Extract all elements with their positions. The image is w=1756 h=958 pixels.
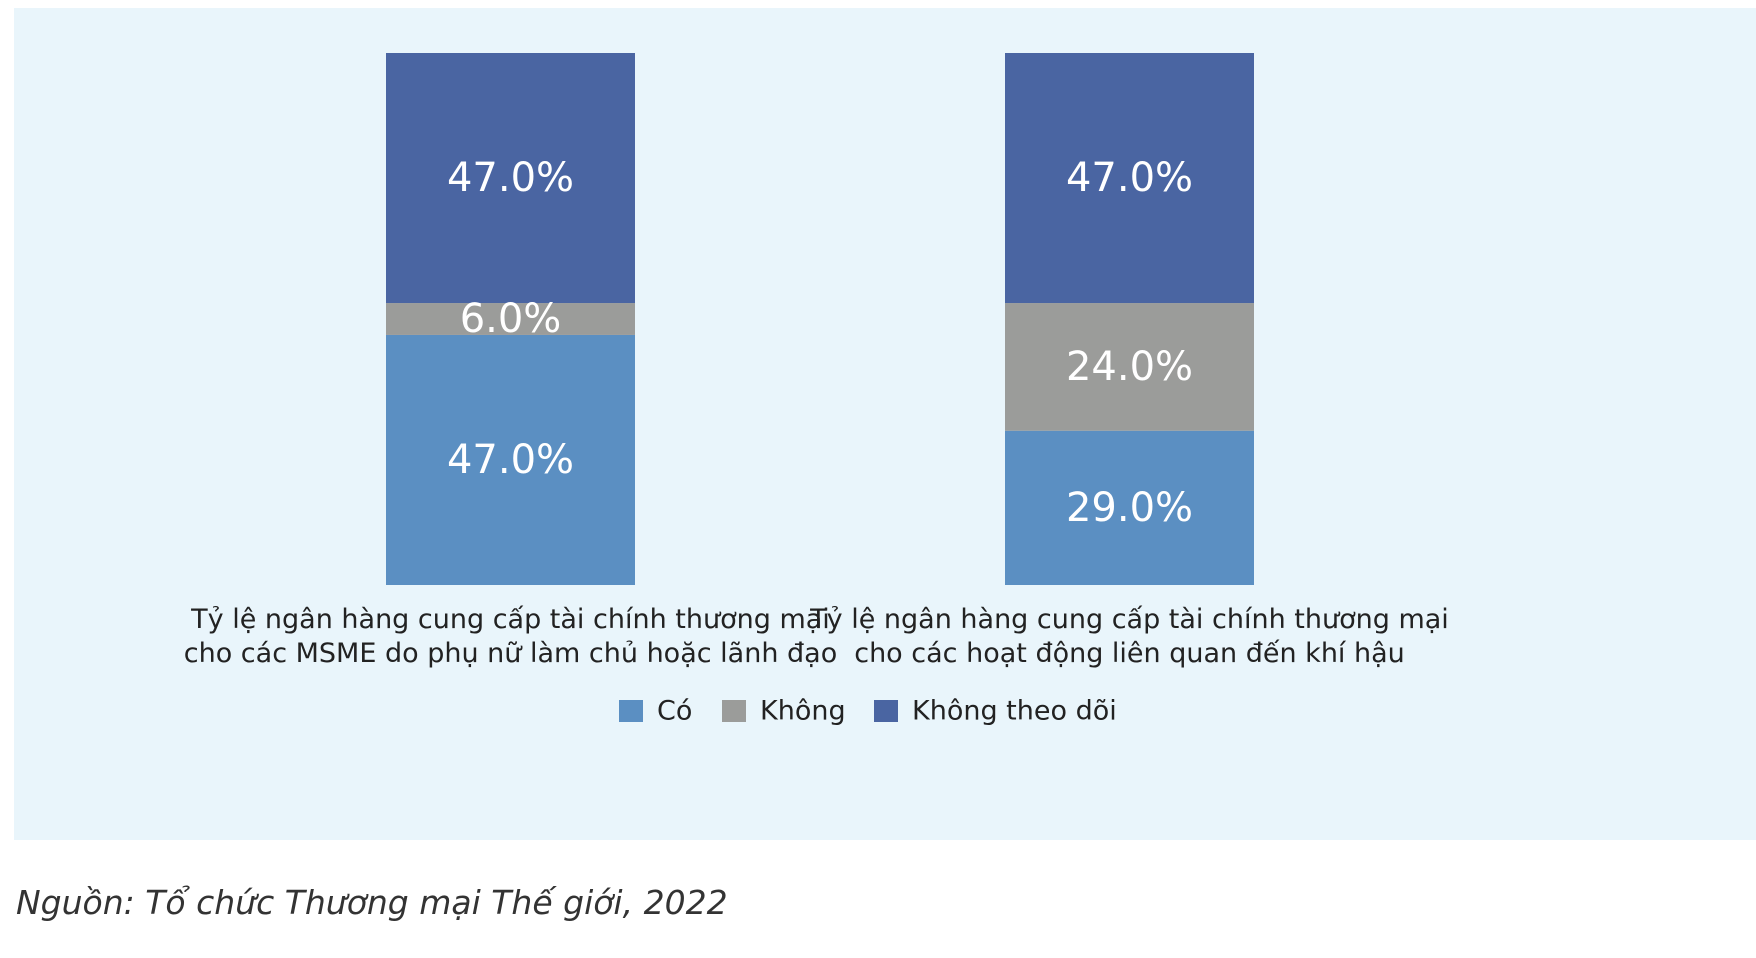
data-label-2-3: 47.0%: [1066, 155, 1193, 201]
data-label-2-1: 29.0%: [1066, 485, 1193, 531]
bar-segment-2-2: [1005, 303, 1254, 431]
legend-item-3: Không theo dõi: [874, 696, 1117, 727]
segment-labels-layer: 47.0% 6.0% 47.0% 29.0% 24.0% 47.0%: [447, 155, 1193, 531]
legend-swatch-3: [874, 700, 898, 722]
bar-segment-1-2: [386, 303, 635, 335]
data-label-1-1: 47.0%: [447, 437, 574, 483]
legend-label-1: Có: [657, 696, 692, 727]
legend-label-3: Không theo dõi: [912, 696, 1117, 727]
bar-segment-1-3: [386, 53, 635, 304]
legend-swatch-2: [722, 700, 746, 722]
legend-item-2: Không: [722, 696, 846, 727]
stacked-bar-chart: 47.0% 6.0% 47.0% 29.0% 24.0% 47.0% Tỷ lệ ngân…: [184, 53, 1449, 727]
bar-segment-2-3: [1005, 53, 1254, 304]
category-label-2: Tỷ lệ ngân hàng cung cấp tài chính thươn…: [809, 604, 1449, 669]
category-labels-layer: Tỷ lệ ngân hàng cung cấp tài chính thươn…: [184, 604, 1449, 669]
data-label-1-3: 47.0%: [447, 155, 574, 201]
category-label-1: Tỷ lệ ngân hàng cung cấp tài chính thươn…: [184, 604, 837, 669]
data-label-1-2: 6.0%: [460, 296, 562, 342]
bar-segment-1-1: [386, 334, 635, 585]
legend-item-1: Có: [619, 696, 692, 727]
source-note: Nguồn: Tổ chức Thương mại Thế giới, 2022: [16, 883, 728, 922]
chart-panel: 47.0% 6.0% 47.0% 29.0% 24.0% 47.0% Tỷ lệ ngân…: [14, 8, 1756, 840]
legend-label-2: Không: [760, 696, 846, 727]
legend: Có Không Không theo dõi: [619, 696, 1117, 727]
bar-segment-2-1: [1005, 430, 1254, 585]
data-label-2-2: 24.0%: [1066, 344, 1193, 390]
bars-layer: [386, 53, 1254, 585]
legend-swatch-1: [619, 700, 643, 722]
